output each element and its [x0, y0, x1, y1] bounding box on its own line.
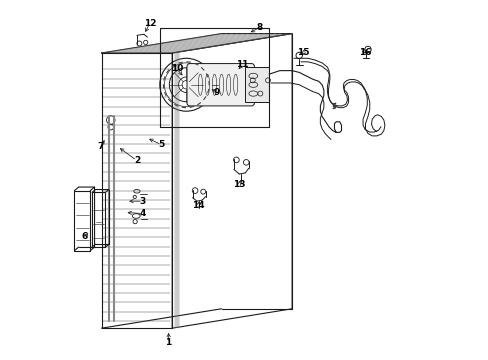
Text: 6: 6 — [82, 232, 88, 241]
Text: 1: 1 — [165, 338, 171, 347]
Text: 3: 3 — [140, 197, 146, 206]
Text: 15: 15 — [297, 48, 309, 57]
Text: 9: 9 — [213, 88, 220, 97]
Text: 13: 13 — [232, 180, 245, 189]
Text: 7: 7 — [97, 142, 103, 151]
Text: 11: 11 — [236, 60, 248, 69]
Text: 8: 8 — [256, 23, 262, 32]
Text: 10: 10 — [170, 64, 183, 73]
Text: 2: 2 — [134, 156, 140, 165]
Text: 4: 4 — [140, 209, 146, 218]
Text: 12: 12 — [143, 18, 156, 27]
Text: 14: 14 — [191, 201, 204, 210]
Text: 16: 16 — [358, 48, 371, 57]
FancyBboxPatch shape — [186, 64, 254, 106]
Text: 5: 5 — [158, 140, 164, 149]
Bar — [244, 67, 269, 102]
